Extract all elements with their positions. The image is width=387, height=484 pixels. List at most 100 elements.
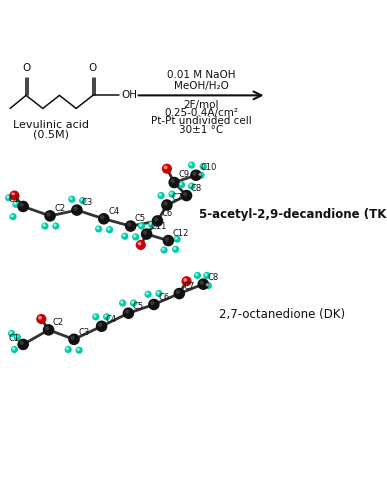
Circle shape [191,171,201,181]
Text: C6: C6 [158,292,170,301]
Circle shape [162,200,172,211]
Circle shape [6,196,12,201]
Circle shape [144,231,147,235]
Circle shape [159,194,161,197]
Circle shape [190,164,192,166]
Circle shape [123,308,134,318]
Circle shape [174,237,180,242]
Circle shape [149,222,154,228]
Text: C5: C5 [133,301,144,310]
Circle shape [171,180,174,183]
Circle shape [72,206,82,216]
Circle shape [125,311,128,314]
Circle shape [204,273,210,279]
Text: O: O [89,63,97,73]
Circle shape [39,317,41,319]
Text: C3: C3 [78,327,90,336]
Text: C6: C6 [162,209,173,218]
Circle shape [20,204,23,207]
Circle shape [154,218,158,222]
Circle shape [173,247,178,253]
Circle shape [182,191,192,201]
Circle shape [170,193,172,195]
Circle shape [10,214,16,220]
Circle shape [161,248,167,254]
Circle shape [108,228,110,230]
Text: C8: C8 [207,272,219,281]
Circle shape [47,213,50,216]
Circle shape [164,167,167,169]
Text: 0.01 M NaOH: 0.01 M NaOH [167,70,235,80]
Text: C11: C11 [151,222,167,231]
Circle shape [182,277,191,286]
Text: C10: C10 [200,163,217,171]
Text: MeOH/H₂O: MeOH/H₂O [174,80,228,91]
Circle shape [14,334,20,340]
Circle shape [140,225,142,227]
Circle shape [69,197,75,203]
Circle shape [80,198,86,204]
Text: C1: C1 [9,195,20,203]
Circle shape [20,342,23,345]
Circle shape [176,291,179,294]
Text: C3: C3 [81,198,92,207]
Circle shape [96,321,107,332]
Circle shape [146,293,148,295]
Circle shape [132,302,134,303]
Text: C1: C1 [9,333,20,343]
Text: C7: C7 [171,193,183,202]
Circle shape [10,332,12,334]
Circle shape [128,224,131,227]
Text: 0.25-0.4A/cm²: 0.25-0.4A/cm² [164,108,238,118]
Circle shape [120,301,125,306]
Text: C2: C2 [55,204,65,213]
Circle shape [206,284,209,286]
Text: C4: C4 [106,314,117,323]
Text: 2,7-octanedione (DK): 2,7-octanedione (DK) [219,307,345,320]
Circle shape [76,348,82,353]
Circle shape [195,274,198,276]
Circle shape [94,315,96,318]
Text: Levulinic acid: Levulinic acid [13,120,89,130]
Text: O: O [22,63,30,73]
Circle shape [169,178,179,188]
Circle shape [74,208,77,211]
Circle shape [69,334,79,345]
Circle shape [149,300,159,310]
Circle shape [99,214,109,225]
Circle shape [11,215,13,217]
Circle shape [14,203,16,205]
Circle shape [184,279,187,282]
Circle shape [93,314,99,320]
Text: C8: C8 [191,183,202,193]
Text: 2F/mol: 2F/mol [183,100,219,110]
Text: C7: C7 [184,281,195,290]
Circle shape [99,323,101,327]
Circle shape [152,216,163,227]
Circle shape [12,347,17,353]
Circle shape [15,335,17,338]
Circle shape [105,315,107,318]
Circle shape [42,224,48,229]
Text: C5: C5 [135,214,146,223]
Circle shape [165,238,168,241]
Circle shape [12,348,15,350]
Circle shape [133,235,139,241]
Circle shape [200,164,206,170]
Text: Pt-Pt undivided cell: Pt-Pt undivided cell [151,116,252,126]
Circle shape [77,348,79,350]
Circle shape [107,227,113,233]
Text: C4: C4 [108,207,119,216]
Circle shape [37,315,46,324]
Circle shape [9,331,14,337]
Circle shape [7,197,9,198]
Circle shape [200,282,203,285]
Circle shape [190,185,192,187]
Circle shape [178,182,184,188]
Circle shape [101,216,104,219]
Circle shape [169,192,175,197]
Circle shape [96,227,101,232]
Circle shape [157,292,159,294]
Circle shape [97,227,99,229]
Circle shape [180,183,182,185]
